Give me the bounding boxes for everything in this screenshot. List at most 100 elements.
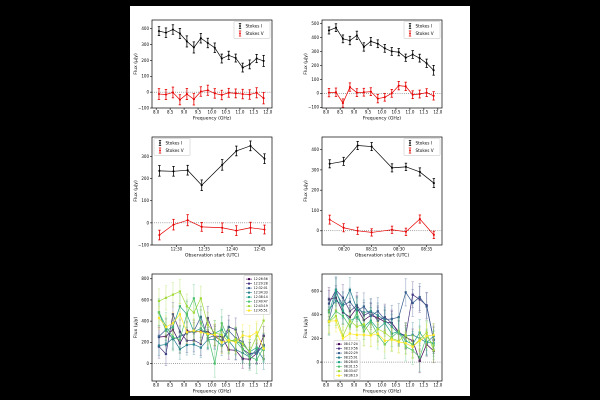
y-tick-label: 0 (316, 91, 319, 96)
data-point (432, 233, 435, 236)
y-tick-label: 400 (311, 147, 319, 152)
data-point (383, 343, 386, 346)
data-point (213, 92, 216, 95)
data-point (263, 157, 266, 160)
data-point (227, 325, 230, 329)
data-point (220, 57, 223, 60)
data-point (397, 330, 400, 333)
data-point (355, 311, 358, 314)
data-point (199, 297, 202, 300)
data-point (328, 162, 331, 165)
x-tick-label: 12:40 (226, 247, 238, 252)
y-tick-label: 300 (311, 167, 319, 172)
data-point (383, 320, 386, 323)
y-tick-label: 200 (141, 176, 149, 181)
legend: 08:17:2408:19:5608:22:2908:25:0108:28:43… (333, 340, 361, 380)
x-tick-label: 10.5 (222, 383, 231, 388)
data-point (248, 350, 251, 353)
series-Stokes I (157, 24, 265, 73)
data-point (418, 338, 421, 341)
data-point (171, 28, 174, 31)
figure-canvas: 8.0 8.5 9.0 9.5 10.0 10.5 11.0 11.5 12.0 −100 0 100… (130, 6, 470, 396)
x-tick-label: 10.0 (208, 110, 217, 115)
data-point (362, 45, 365, 49)
data-point (355, 34, 358, 37)
data-point (199, 322, 202, 325)
x-tick-label: 8.0 (323, 383, 330, 388)
data-point (234, 348, 237, 351)
y-tick-label: 800 (141, 276, 149, 281)
data-point (432, 338, 435, 341)
data-point (263, 228, 266, 231)
data-point (185, 40, 188, 43)
data-point (248, 93, 251, 96)
data-point (192, 311, 195, 314)
data-point (376, 42, 379, 45)
data-point (157, 299, 161, 303)
series-Stokes V (158, 214, 266, 241)
figure-svg: 8.0 8.5 9.0 9.5 10.0 10.5 11.0 11.5 12.0 −100 0 100… (133, 19, 443, 395)
legend-label: 12:43:19 (254, 304, 268, 308)
series-line (159, 219, 265, 236)
data-point (418, 170, 421, 173)
data-point (334, 291, 338, 294)
data-point (397, 332, 400, 335)
data-point (404, 345, 407, 348)
x-tick-label: 08:25 (366, 247, 378, 252)
legend-marker-point (338, 370, 340, 373)
x-tick-label: 9.5 (365, 110, 372, 115)
data-point (171, 293, 175, 296)
legend-label: Stokes V (416, 31, 434, 36)
data-point (157, 92, 161, 96)
legend-marker-point (248, 309, 250, 312)
data-point (397, 84, 400, 87)
data-point (383, 331, 386, 334)
series-line (328, 288, 434, 345)
data-point (327, 91, 331, 94)
data-point (171, 335, 175, 339)
data-point (370, 231, 373, 234)
series-Stokes V (327, 81, 435, 108)
data-point (425, 62, 428, 65)
legend-label: 12:34:33 (254, 291, 268, 295)
y-tick-label: 200 (141, 58, 149, 63)
data-point (425, 304, 428, 307)
x-tick-label: 9.5 (195, 110, 202, 115)
data-point (262, 97, 265, 100)
data-point (397, 51, 400, 54)
data-point (227, 329, 230, 332)
data-point (220, 93, 223, 97)
data-point (390, 337, 393, 340)
data-point (220, 335, 223, 338)
data-point (341, 102, 344, 105)
data-point (221, 226, 224, 229)
x-tick-label: 8.5 (167, 110, 174, 115)
x-tick-label: 11.5 (419, 110, 428, 115)
x-tick-label: 11.0 (235, 110, 244, 115)
data-point (327, 320, 331, 323)
legend-label: 12:32:01 (254, 286, 268, 290)
data-point (327, 298, 331, 301)
x-tick-label: 9.5 (195, 383, 202, 388)
data-point (185, 305, 188, 308)
data-point (404, 85, 407, 88)
data-point (355, 316, 358, 319)
subplot-middle-left: 12:30 12:35 12:40 12:45 −100 0 100 200 300 Observ… (133, 136, 273, 259)
data-point (157, 316, 161, 320)
data-point (178, 98, 181, 101)
error-bars (328, 214, 436, 239)
data-point (397, 340, 400, 344)
data-point (348, 310, 352, 313)
y-tick-label: −100 (308, 105, 319, 110)
data-point (220, 333, 223, 337)
y-tick-label: 600 (141, 297, 149, 302)
data-point (199, 315, 202, 319)
y-tick-label: 100 (311, 208, 319, 213)
data-point (192, 343, 195, 346)
data-point (241, 351, 244, 355)
data-point (404, 56, 407, 59)
legend-box (333, 340, 361, 380)
data-point (404, 333, 407, 336)
data-point (362, 333, 365, 336)
legend-marker-point (338, 352, 340, 355)
